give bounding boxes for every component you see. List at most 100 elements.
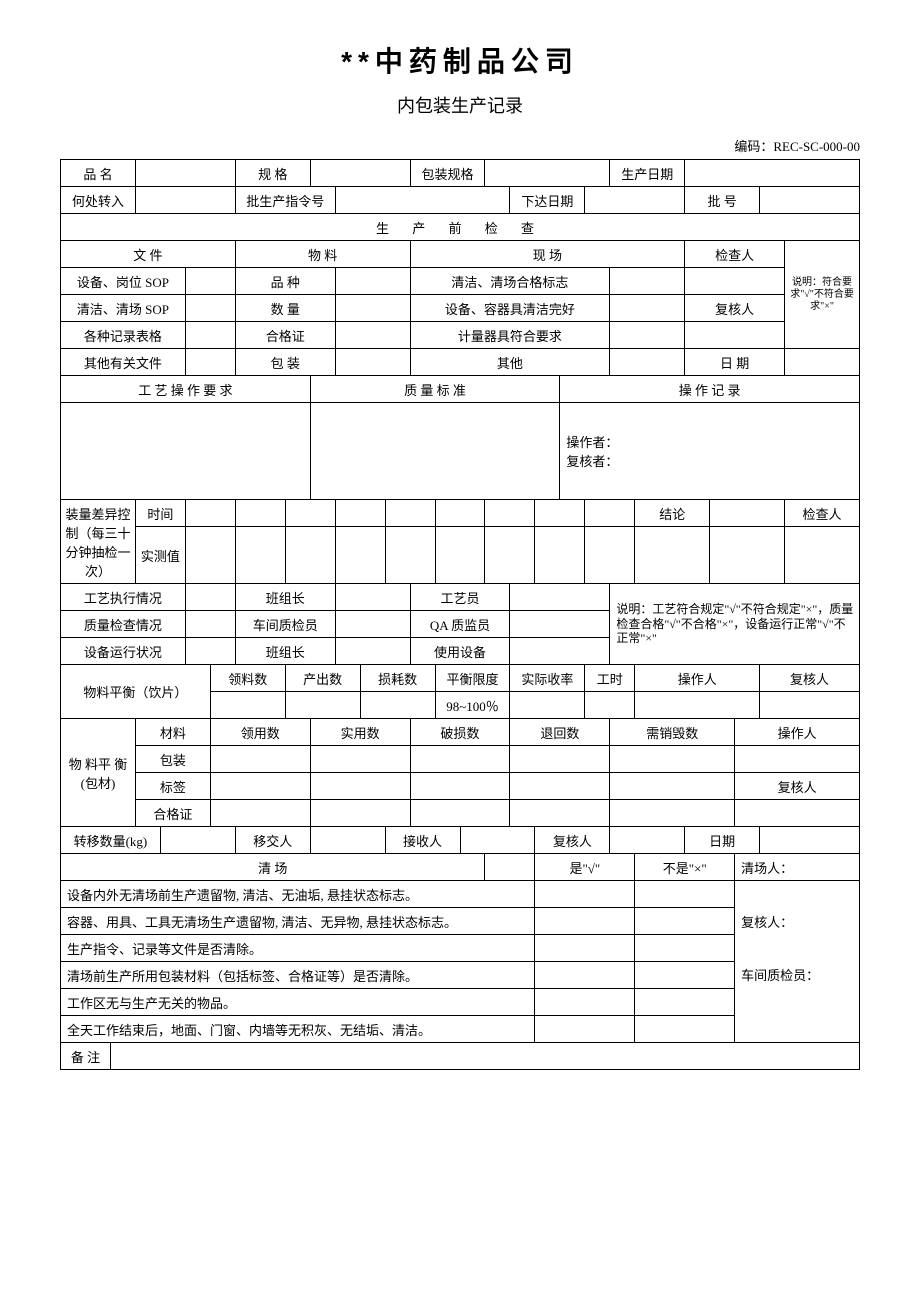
field-used-equip[interactable] <box>510 638 610 665</box>
field-m6[interactable] <box>435 527 485 584</box>
field-b1-operator[interactable] <box>635 692 760 719</box>
field-i3-no[interactable] <box>635 935 735 962</box>
field-t5[interactable] <box>385 500 435 527</box>
field-oprec[interactable]: 操作者： 复核者： <box>560 403 860 500</box>
field-m8[interactable] <box>535 527 585 584</box>
field-l-broken[interactable] <box>410 773 510 800</box>
field-output[interactable] <box>285 692 360 719</box>
field-handover[interactable] <box>310 827 385 854</box>
field-teamlead1[interactable] <box>335 584 410 611</box>
field-variety[interactable] <box>335 268 410 295</box>
field-i4-no[interactable] <box>635 962 735 989</box>
field-pack-spec[interactable] <box>485 160 610 187</box>
field-actual[interactable] <box>510 692 585 719</box>
field-hours[interactable] <box>585 692 635 719</box>
field-conc3[interactable] <box>710 527 785 584</box>
field-c-return[interactable] <box>510 800 610 827</box>
field-checker[interactable] <box>685 268 785 295</box>
field-t1[interactable] <box>185 500 235 527</box>
field-i2-no[interactable] <box>635 908 735 935</box>
field-qty[interactable] <box>335 295 410 322</box>
field-from[interactable] <box>135 187 235 214</box>
field-batch-no[interactable] <box>760 187 860 214</box>
field-m9[interactable] <box>585 527 635 584</box>
field-m7[interactable] <box>485 527 535 584</box>
field-i6-yes[interactable] <box>535 1016 635 1043</box>
field-other-doc[interactable] <box>185 349 235 376</box>
field-teamlead2[interactable] <box>335 638 410 665</box>
field-ops-req[interactable] <box>61 403 311 500</box>
field-sop-equip[interactable] <box>185 268 235 295</box>
field-clear-reviewer[interactable] <box>735 935 860 962</box>
field-spec[interactable] <box>310 160 410 187</box>
field-p-destroy[interactable] <box>610 746 735 773</box>
field-remark[interactable] <box>110 1043 859 1070</box>
field-reviewer[interactable] <box>685 322 785 349</box>
field-clear-person[interactable] <box>735 881 860 908</box>
field-loss[interactable] <box>360 692 435 719</box>
field-m1[interactable] <box>185 527 235 584</box>
field-craft-person[interactable] <box>510 584 610 611</box>
field-transfer-qty[interactable] <box>160 827 235 854</box>
field-i5-yes[interactable] <box>535 989 635 1016</box>
field-p-used[interactable] <box>310 746 410 773</box>
field-qa-person[interactable] <box>510 611 610 638</box>
field-conclusion[interactable] <box>710 500 785 527</box>
field-issue-date[interactable] <box>585 187 685 214</box>
field-l-used[interactable] <box>310 773 410 800</box>
field-m5[interactable] <box>385 527 435 584</box>
field-i6-no[interactable] <box>635 1016 735 1043</box>
field-b2-operator[interactable] <box>735 746 860 773</box>
field-other[interactable] <box>610 349 685 376</box>
field-clean-mark[interactable] <box>610 268 685 295</box>
field-p-return[interactable] <box>510 746 610 773</box>
field-i1-yes[interactable] <box>535 881 635 908</box>
field-c-destroy[interactable] <box>610 800 735 827</box>
field-craft[interactable] <box>185 584 235 611</box>
field-pack[interactable] <box>335 349 410 376</box>
field-l-return[interactable] <box>510 773 610 800</box>
field-p-broken[interactable] <box>410 746 510 773</box>
field-i4-yes[interactable] <box>535 962 635 989</box>
field-m4[interactable] <box>335 527 385 584</box>
field-b1-reviewer[interactable] <box>760 692 860 719</box>
field-i3-yes[interactable] <box>535 935 635 962</box>
field-rec-forms[interactable] <box>185 322 235 349</box>
field-conc2[interactable] <box>635 527 710 584</box>
field-t8[interactable] <box>535 500 585 527</box>
field-p-recv[interactable] <box>210 746 310 773</box>
field-batch-order[interactable] <box>335 187 510 214</box>
field-date[interactable] <box>785 349 860 376</box>
field-l-recv[interactable] <box>210 773 310 800</box>
field-l-destroy[interactable] <box>610 773 735 800</box>
field-i5-no[interactable] <box>635 989 735 1016</box>
field-t7[interactable] <box>485 500 535 527</box>
field-meter-ok[interactable] <box>610 322 685 349</box>
field-i1-no[interactable] <box>635 881 735 908</box>
field-receiver[interactable] <box>460 827 535 854</box>
field-t2[interactable] <box>235 500 285 527</box>
field-t3[interactable] <box>285 500 335 527</box>
field-b2-reviewer[interactable] <box>735 800 860 827</box>
field-c-broken[interactable] <box>410 800 510 827</box>
field-equip-clean[interactable] <box>610 295 685 322</box>
field-m2[interactable] <box>235 527 285 584</box>
field-received[interactable] <box>210 692 285 719</box>
field-tr-reviewer[interactable] <box>610 827 685 854</box>
field-equip-status[interactable] <box>185 638 235 665</box>
field-qstd[interactable] <box>310 403 560 500</box>
field-clear-blank[interactable] <box>485 854 535 881</box>
field-m3[interactable] <box>285 527 335 584</box>
field-c-recv[interactable] <box>210 800 310 827</box>
field-t6[interactable] <box>435 500 485 527</box>
field-workshop-qc[interactable] <box>335 611 410 638</box>
field-t4[interactable] <box>335 500 385 527</box>
field-quality[interactable] <box>185 611 235 638</box>
field-i2-yes[interactable] <box>535 908 635 935</box>
field-t9[interactable] <box>585 500 635 527</box>
field-sop-clean[interactable] <box>185 295 235 322</box>
field-product-name[interactable] <box>135 160 235 187</box>
field-prod-date[interactable] <box>685 160 860 187</box>
field-tr-date[interactable] <box>760 827 860 854</box>
field-fc-checker[interactable] <box>785 527 860 584</box>
